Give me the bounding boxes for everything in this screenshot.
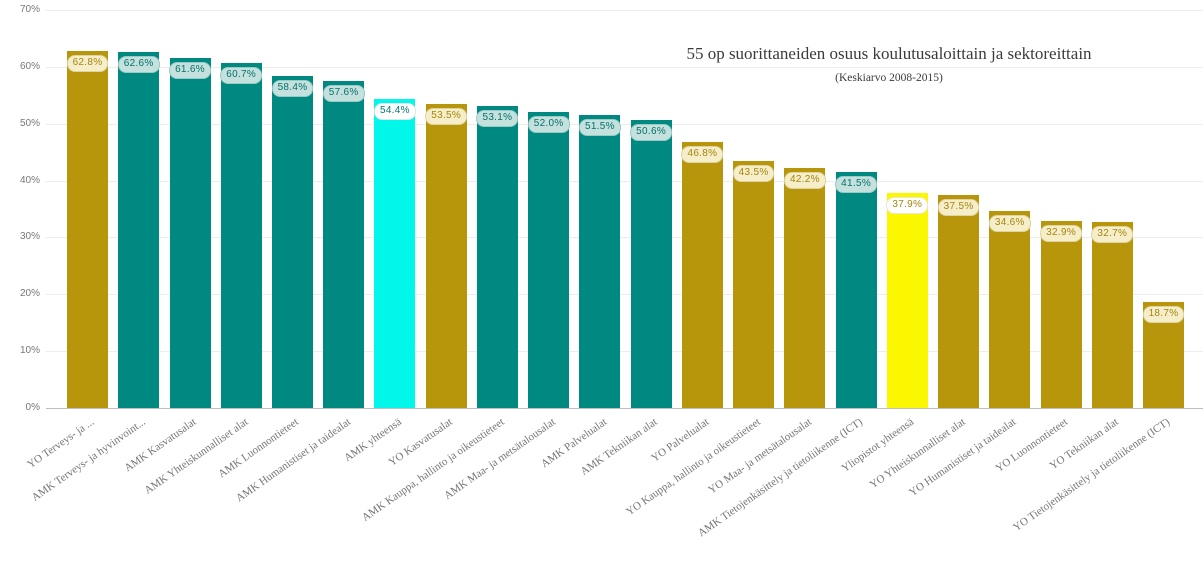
chart-title-block: 55 op suorittaneiden osuus koulutusaloit… [593, 44, 1185, 85]
bar-value-label: 37.5% [937, 198, 980, 216]
bar-value-label: 18.7% [1142, 305, 1185, 323]
bar[interactable] [630, 120, 672, 408]
bar-value-label: 62.6% [117, 56, 160, 74]
bar-value-label: 37.9% [886, 196, 929, 214]
bar-value-label: 52.0% [527, 116, 570, 134]
bar-value-label: 57.6% [322, 84, 365, 102]
gridline [46, 180, 1203, 182]
y-axis-tick-label: 70% [19, 4, 40, 15]
bar-value-label: 53.5% [425, 107, 468, 125]
bar[interactable] [886, 192, 928, 408]
bar[interactable] [169, 57, 211, 408]
bar[interactable] [528, 112, 570, 408]
bar[interactable] [425, 103, 467, 408]
y-axis-tick-label: 40% [19, 174, 40, 186]
y-axis-tick-label: 60% [19, 60, 40, 72]
gridline [46, 123, 1203, 125]
y-axis-tick-label: 50% [19, 117, 40, 129]
bar[interactable] [67, 50, 108, 408]
gridline [46, 294, 1203, 296]
bar[interactable] [1040, 220, 1082, 408]
bar-value-label: 41.5% [835, 176, 878, 193]
bar-value-label: 51.5% [578, 119, 621, 137]
bar[interactable] [835, 172, 877, 408]
bar[interactable] [579, 115, 621, 408]
gridline [46, 10, 1203, 11]
bar-value-label: 53.1% [476, 110, 519, 128]
bar-value-label: 60.7% [220, 66, 263, 84]
y-axis-tick-label: 30% [19, 231, 40, 243]
bar[interactable] [1091, 222, 1133, 408]
bar-value-label: 42.2% [783, 172, 826, 190]
gridline [46, 66, 1203, 68]
bar-value-label: 61.6% [169, 61, 211, 79]
bar[interactable] [272, 76, 313, 408]
x-axis-line [46, 408, 1203, 409]
gridline [46, 351, 1203, 353]
bar-value-label: 62.8% [66, 54, 109, 72]
bar-value-label: 58.4% [271, 80, 314, 97]
y-axis-tick-label: 10% [19, 345, 40, 357]
bar-value-label: 50.6% [630, 124, 673, 142]
bar[interactable] [733, 160, 775, 408]
chart-title: 55 op suorittaneiden osuus koulutusaloit… [686, 44, 1092, 63]
bar[interactable] [374, 98, 416, 408]
y-axis-tick-label: 0% [25, 402, 40, 413]
bar[interactable] [118, 52, 160, 408]
bar-value-label: 54.4% [373, 102, 416, 120]
bar-value-label: 34.6% [988, 215, 1031, 233]
bar[interactable] [989, 211, 1031, 408]
gridline [46, 237, 1203, 239]
bar[interactable] [220, 62, 262, 408]
bar[interactable] [784, 168, 826, 408]
y-axis-tick-label: 20% [19, 288, 40, 300]
bar[interactable] [681, 141, 723, 408]
bar-value-label: 32.7% [1091, 226, 1134, 244]
bar-value-label: 46.8% [681, 145, 724, 163]
bar[interactable] [323, 80, 365, 408]
bar[interactable] [476, 106, 518, 408]
chart-subtitle: (Keskiarvo 2008-2015) [835, 72, 943, 84]
bar-value-label: 32.9% [1040, 224, 1083, 242]
bar[interactable] [938, 194, 980, 408]
bar-value-label: 43.5% [732, 164, 775, 182]
